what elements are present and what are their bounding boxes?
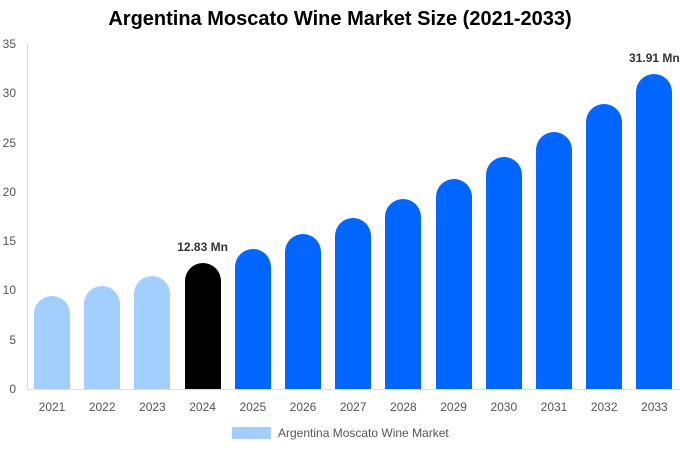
bar-2032[interactable]	[586, 104, 623, 389]
x-tick-label: 2029	[440, 400, 467, 414]
x-tick-label: 2030	[490, 400, 518, 414]
bar-2027[interactable]	[335, 218, 372, 389]
y-tick-label: 5	[9, 332, 16, 347]
bar-2033[interactable]	[636, 74, 673, 389]
legend-swatch	[232, 427, 271, 439]
bar-2028[interactable]	[385, 198, 422, 389]
y-tick-label: 15	[2, 234, 16, 249]
legend[interactable]: Argentina Moscato Wine Market	[232, 426, 449, 440]
bar-2031[interactable]	[536, 131, 572, 389]
legend-label: Argentina Moscato Wine Market	[278, 426, 449, 440]
x-axis-line	[27, 389, 680, 390]
bar-2022[interactable]	[84, 286, 121, 389]
bar-2023[interactable]	[134, 275, 171, 389]
x-tick-label: 2022	[88, 400, 116, 414]
x-tick-label: 2024	[189, 400, 216, 414]
bar-value-label: 31.91 Mn	[629, 51, 680, 66]
y-tick-label: 35	[2, 37, 16, 51]
bar-2026[interactable]	[285, 234, 321, 389]
y-tick-label: 20	[2, 184, 16, 199]
x-tick-label: 2031	[540, 400, 568, 414]
y-axis-line	[27, 43, 28, 389]
x-tick-label: 2028	[390, 400, 417, 414]
x-tick-label: 2032	[590, 400, 618, 414]
x-tick-label: 2023	[139, 400, 166, 414]
x-tick-label: 2021	[38, 400, 66, 414]
x-tick-label: 2025	[239, 400, 267, 414]
bar-2029[interactable]	[435, 179, 472, 389]
y-tick-label: 25	[2, 135, 16, 150]
bar-2024[interactable]	[184, 262, 221, 389]
bar-2030[interactable]	[485, 157, 522, 389]
chart-title: Argentina Moscato Wine Market Size (2021…	[108, 8, 572, 30]
x-tick-label: 2026	[289, 400, 317, 414]
x-tick-label: 2033	[641, 400, 668, 414]
bar-2025[interactable]	[234, 249, 271, 389]
x-tick-label: 2027	[339, 400, 367, 414]
y-tick-label: 30	[2, 86, 16, 101]
bar-2021[interactable]	[34, 296, 70, 389]
y-tick-label: 0	[9, 382, 16, 396]
bar-value-label: 12.83 Mn	[177, 239, 228, 254]
y-tick-label: 10	[2, 283, 16, 298]
